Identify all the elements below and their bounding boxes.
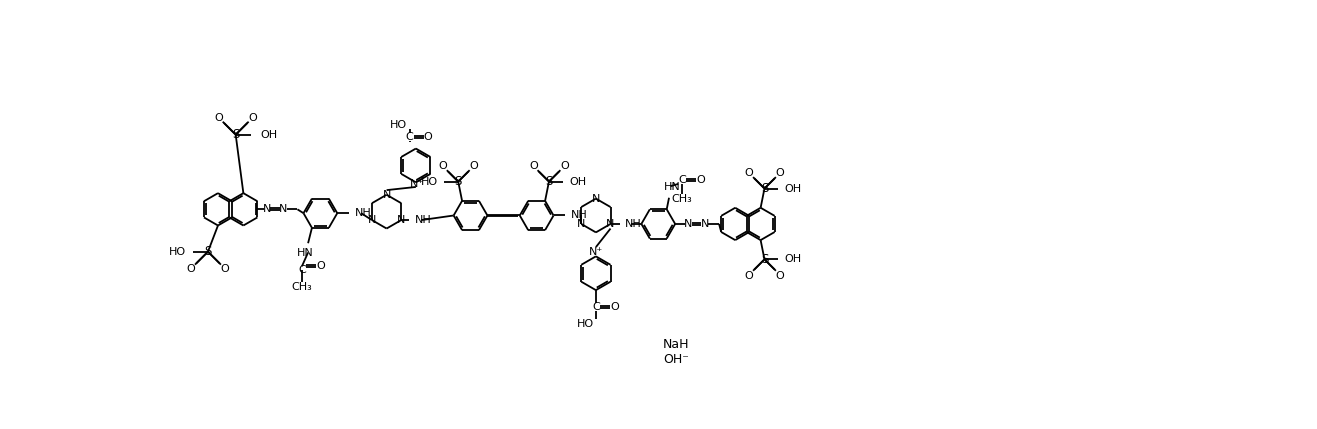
Text: O: O [744,271,753,281]
Text: HO: HO [421,177,439,187]
Text: N: N [606,219,615,229]
Text: NH: NH [356,208,371,218]
Text: OH⁻: OH⁻ [664,353,689,366]
Text: C: C [593,302,599,312]
Text: O: O [560,161,569,171]
Text: N: N [382,190,391,200]
Text: S: S [761,253,768,266]
Text: O: O [529,161,537,171]
Text: S: S [545,175,553,188]
Text: N: N [367,215,377,225]
Text: C: C [298,265,306,275]
Text: N: N [262,204,271,214]
Text: O: O [187,263,195,274]
Text: O: O [610,302,619,312]
Text: O: O [469,161,478,171]
Text: NH: NH [624,219,641,229]
Text: O: O [776,168,784,178]
Text: O: O [215,113,223,123]
Text: S: S [232,128,240,141]
Text: NH: NH [570,211,587,221]
Text: O: O [248,113,257,123]
Text: N: N [591,193,601,204]
Text: CH₃: CH₃ [291,282,312,292]
Text: CH₃: CH₃ [672,194,693,204]
Text: O: O [220,263,229,274]
Text: OH: OH [569,177,586,187]
Text: NH: NH [415,215,432,225]
Text: S: S [204,245,212,258]
Text: N: N [684,219,693,229]
Text: N⁺: N⁺ [589,247,603,257]
Text: OH: OH [785,254,802,264]
Text: OH: OH [785,184,802,193]
Text: HN: HN [296,248,313,258]
Text: N⁺: N⁺ [411,179,424,189]
Text: HO: HO [577,319,594,329]
Text: O: O [439,161,448,171]
Text: N: N [701,219,710,229]
Text: HO: HO [390,121,407,130]
Text: C: C [678,175,686,185]
Text: O: O [424,132,432,142]
Text: O: O [744,168,753,178]
Text: S: S [454,175,462,188]
Text: O: O [316,261,325,271]
Text: OH: OH [261,130,278,140]
Text: NaH: NaH [662,338,689,350]
Text: N: N [577,219,586,229]
Text: N: N [279,204,287,214]
Text: S: S [761,182,768,195]
Text: HO: HO [170,247,187,257]
Text: C: C [406,132,414,142]
Text: N: N [396,215,406,225]
Text: O: O [697,175,705,185]
Text: O: O [776,271,784,281]
Text: HN: HN [664,182,681,192]
